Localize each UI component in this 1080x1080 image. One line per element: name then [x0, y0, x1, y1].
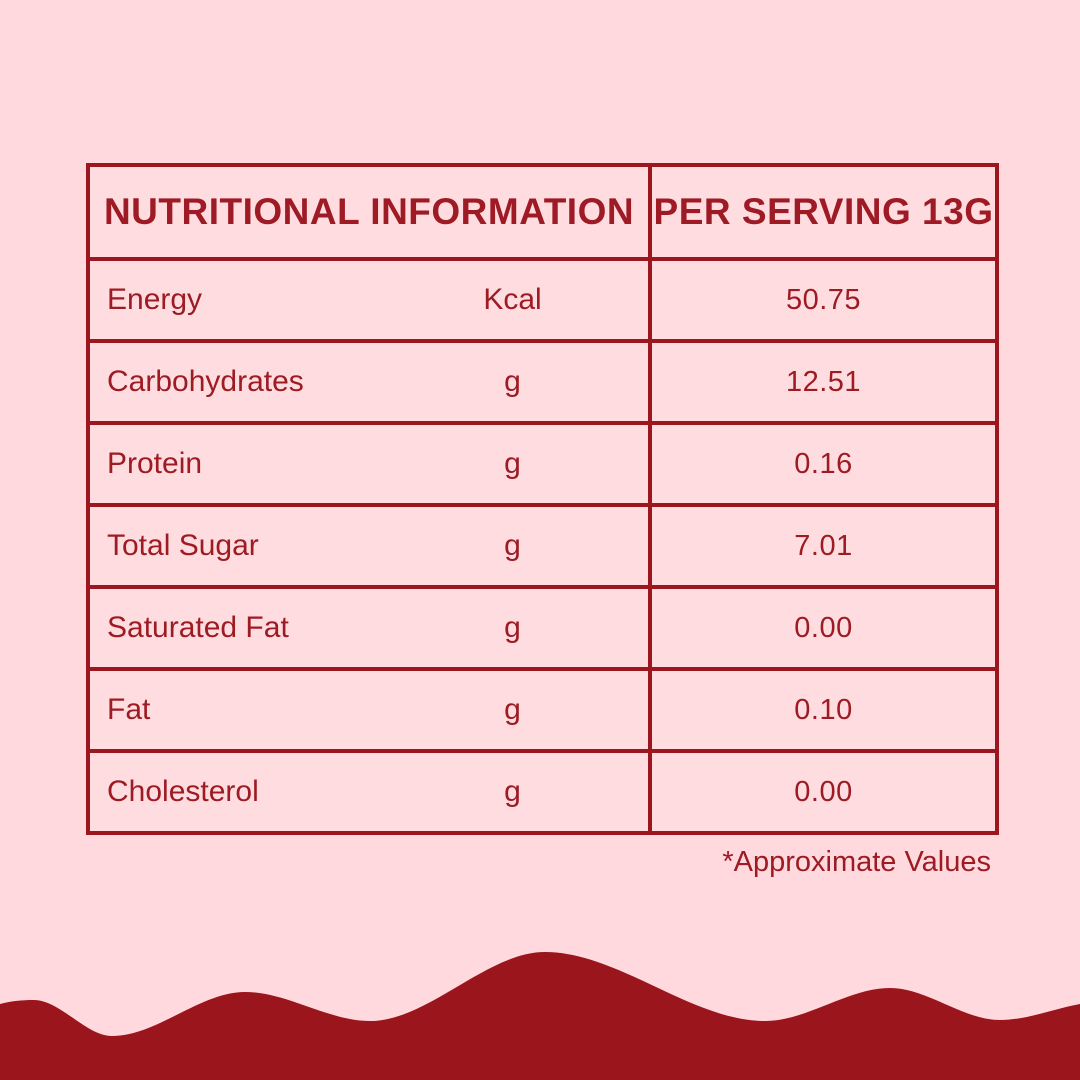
nutrient-value: 0.00 [648, 749, 1000, 835]
table-row-protein: Protein g 0.16 [86, 421, 1000, 507]
table-row-cholesterol: Cholesterol g 0.00 [86, 749, 1000, 835]
nutrient-unit: Kcal [377, 257, 653, 343]
nutrient-label: Cholesterol [86, 749, 377, 835]
nutrient-label: Total Sugar [86, 503, 377, 589]
nutrient-label: Fat [86, 667, 377, 753]
nutrition-table: NUTRITIONAL INFORMATION PER SERVING 13G … [85, 163, 1000, 835]
nutrient-label: Protein [86, 421, 377, 507]
nutrient-value: 0.16 [648, 421, 1000, 507]
table-header-serving: PER SERVING 13G [648, 163, 1000, 261]
nutrient-unit: g [377, 503, 653, 589]
nutrient-unit: g [377, 421, 653, 507]
table-header-row: NUTRITIONAL INFORMATION PER SERVING 13G [85, 163, 1000, 261]
nutrient-value: 12.51 [648, 339, 1000, 425]
nutrient-value: 7.01 [648, 503, 1000, 589]
nutrient-unit: g [377, 749, 653, 835]
nutrient-unit: g [377, 667, 653, 753]
nutrient-label: Carbohydrates [86, 339, 377, 425]
table-row-energy: Energy Kcal 50.75 [86, 257, 1000, 343]
wave-path [0, 952, 1080, 1080]
approximate-values-note: *Approximate Values [722, 846, 991, 878]
nutrient-unit: g [377, 339, 653, 425]
nutrient-value: 0.10 [648, 667, 1000, 753]
table-row-saturated-fat: Saturated Fat g 0.00 [86, 585, 1000, 671]
table-row-total-sugar: Total Sugar g 7.01 [86, 503, 1000, 589]
nutrient-label: Energy [86, 257, 377, 343]
nutrient-value: 50.75 [648, 257, 1000, 343]
nutrient-value: 0.00 [648, 585, 1000, 671]
wave-decoration [0, 952, 1080, 1080]
table-header-title: NUTRITIONAL INFORMATION [85, 163, 653, 261]
table-row-fat: Fat g 0.10 [86, 667, 1000, 753]
nutrient-label: Saturated Fat [86, 585, 377, 671]
table-row-carbohydrates: Carbohydrates g 12.51 [86, 339, 1000, 425]
nutrient-unit: g [377, 585, 653, 671]
